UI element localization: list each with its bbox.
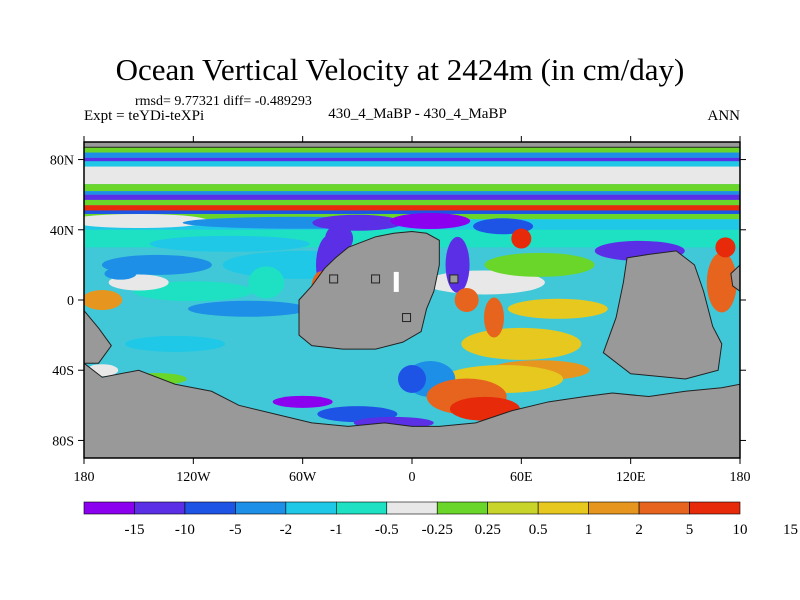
- field-patch: [188, 300, 308, 317]
- colorbar-box: [588, 501, 640, 515]
- field-band: [84, 184, 740, 192]
- field-patch: [715, 237, 736, 258]
- colorbar-box: [487, 501, 539, 515]
- field-patch: [272, 395, 333, 408]
- field-patch: [461, 327, 582, 360]
- y-tick-label: 0: [67, 294, 74, 309]
- field-patch: [149, 235, 310, 252]
- y-tick-label: 80N: [50, 154, 74, 169]
- field-band: [84, 166, 740, 185]
- island: [371, 274, 381, 284]
- x-tick-label: 180: [730, 470, 751, 485]
- field-patch: [248, 266, 285, 299]
- field-patch: [325, 224, 354, 253]
- axis-ticks: 180 120W 60W 0 60E 120E 180 80N 40N 0 40S 80S: [50, 136, 751, 485]
- colorbar-label: 0.25: [475, 522, 501, 538]
- colorbar-box: [285, 501, 337, 515]
- island: [402, 313, 412, 323]
- field-patch: [84, 290, 123, 310]
- stats-text: rmsd= 9.77321 diff= -0.489293: [135, 94, 312, 109]
- colorbar-label: -0.5: [375, 522, 399, 538]
- colorbar-label: -1: [330, 522, 343, 538]
- field-band: [84, 210, 740, 214]
- y-tick-label: 40S: [52, 364, 74, 379]
- field-patch: [706, 252, 737, 313]
- colorbar-box: [386, 501, 438, 515]
- colorbar-box: [83, 501, 135, 515]
- colorbar-label: 5: [686, 522, 694, 538]
- colorbar-label: -15: [124, 522, 144, 538]
- field-band: [84, 157, 740, 162]
- page-title: Ocean Vertical Velocity at 2424m (in cm/…: [115, 52, 685, 87]
- colorbar-box: [184, 501, 236, 515]
- period-label: ANN: [707, 108, 741, 124]
- field-patch: [445, 236, 470, 293]
- field-patch: [398, 365, 426, 393]
- field-band: [84, 199, 740, 206]
- field-band: [84, 205, 740, 211]
- colorbar-box: [537, 501, 589, 515]
- colorbar-label: 15: [783, 522, 798, 538]
- x-tick-label: 120W: [176, 470, 211, 485]
- inland-sea: [393, 271, 399, 292]
- field-patch: [484, 297, 504, 338]
- land-mass: [84, 309, 112, 364]
- colorbar-box: [436, 501, 488, 515]
- colorbar-label: 1: [585, 522, 593, 538]
- field-band: [84, 161, 740, 167]
- colorbar-box: [134, 501, 186, 515]
- field-patch: [84, 214, 209, 228]
- field-band: [84, 152, 740, 158]
- colorbar-label: -10: [175, 522, 195, 538]
- colorbar-label: 10: [733, 522, 748, 538]
- land-mass: [602, 250, 723, 380]
- field-patch: [125, 335, 226, 352]
- y-tick-label: 40N: [50, 224, 74, 239]
- x-tick-label: 60W: [289, 470, 317, 485]
- colorbar-box: [235, 501, 287, 515]
- island: [449, 274, 459, 284]
- plot-area: [84, 142, 740, 458]
- x-tick-label: 180: [74, 470, 95, 485]
- colorbar-label: -5: [229, 522, 242, 538]
- field-patch: [507, 298, 608, 319]
- land-mass: [730, 264, 740, 292]
- field-patch: [390, 213, 471, 229]
- land-mask: [84, 142, 740, 458]
- x-tick-label: 60E: [510, 470, 533, 485]
- field-patch: [312, 214, 403, 231]
- field-patch: [511, 228, 532, 249]
- colorbar-box: [336, 501, 388, 515]
- field-patch: [104, 267, 137, 280]
- field-patch: [454, 288, 479, 312]
- island: [329, 274, 339, 284]
- colorbar: -15 -10 -5 -2 -1 -0.5 -0.25 0.25 0.5 1 2 5 10 15: [83, 501, 798, 538]
- y-tick-label: 80S: [52, 434, 74, 449]
- field-band: [84, 191, 740, 195]
- comparison-label: 430_4_MaBP - 430_4_MaBP: [328, 106, 507, 122]
- colorbar-box: [689, 501, 741, 515]
- colorbar-label: 2: [635, 522, 643, 538]
- colorbar-label: -2: [280, 522, 293, 538]
- colorbar-label: 0.5: [529, 522, 548, 538]
- x-tick-label: 0: [409, 470, 416, 485]
- experiment-label: Expt = teYDi-teXPi: [84, 108, 205, 124]
- land-mass: [84, 362, 740, 458]
- land-mass: [84, 142, 740, 148]
- colorbar-label: -0.25: [422, 522, 453, 538]
- x-tick-label: 120E: [616, 470, 646, 485]
- colorbar-box: [638, 501, 690, 515]
- field-patch: [484, 252, 595, 277]
- field-band: [84, 194, 740, 200]
